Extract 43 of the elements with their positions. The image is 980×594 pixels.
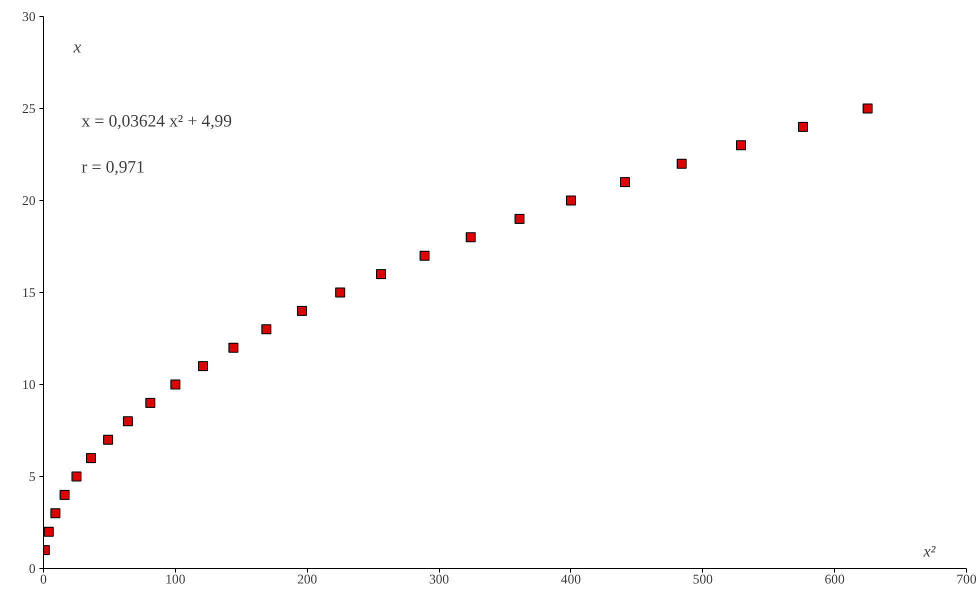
point	[376, 269, 386, 280]
x-tick-label: 400	[560, 572, 582, 586]
x-axis-title: x²	[922, 544, 937, 560]
point	[335, 288, 346, 298]
point	[466, 232, 476, 242]
point	[228, 342, 238, 353]
x-tick-label: 100	[165, 572, 186, 586]
point	[71, 472, 82, 482]
x-tick-label: 200	[297, 572, 318, 586]
point	[862, 104, 873, 114]
x-tick-label: 600	[824, 572, 845, 586]
annotation: x = 0,03624 x² + 4,99	[82, 112, 232, 130]
x-tick-label: 300	[429, 572, 450, 586]
point	[676, 158, 687, 169]
point	[198, 361, 208, 372]
y-axis-title: x	[72, 38, 82, 56]
x-tick-label: 0	[40, 572, 48, 586]
point	[566, 196, 576, 206]
point	[620, 177, 630, 188]
point	[103, 434, 114, 445]
point	[420, 250, 430, 261]
point	[170, 380, 180, 390]
point	[145, 398, 156, 408]
annotation: r = 0,971	[82, 158, 145, 176]
point	[514, 214, 525, 224]
point	[736, 140, 746, 150]
y-tick-label: 30	[22, 9, 36, 24]
point	[60, 490, 70, 500]
point	[44, 526, 54, 537]
y-tick-label: 5	[28, 469, 36, 484]
point	[50, 508, 60, 518]
point	[798, 122, 808, 132]
x-tick-label: 700	[956, 572, 977, 586]
point	[122, 416, 133, 426]
y-tick-label: 0	[28, 561, 36, 576]
point	[296, 306, 307, 316]
point	[86, 453, 96, 464]
x-tick-label: 500	[692, 572, 714, 586]
y-tick-label: 10	[22, 377, 36, 392]
y-tick-label: 20	[22, 193, 36, 208]
y-tick-label: 25	[22, 101, 36, 116]
point	[261, 324, 272, 334]
y-tick-label: 15	[22, 285, 36, 300]
